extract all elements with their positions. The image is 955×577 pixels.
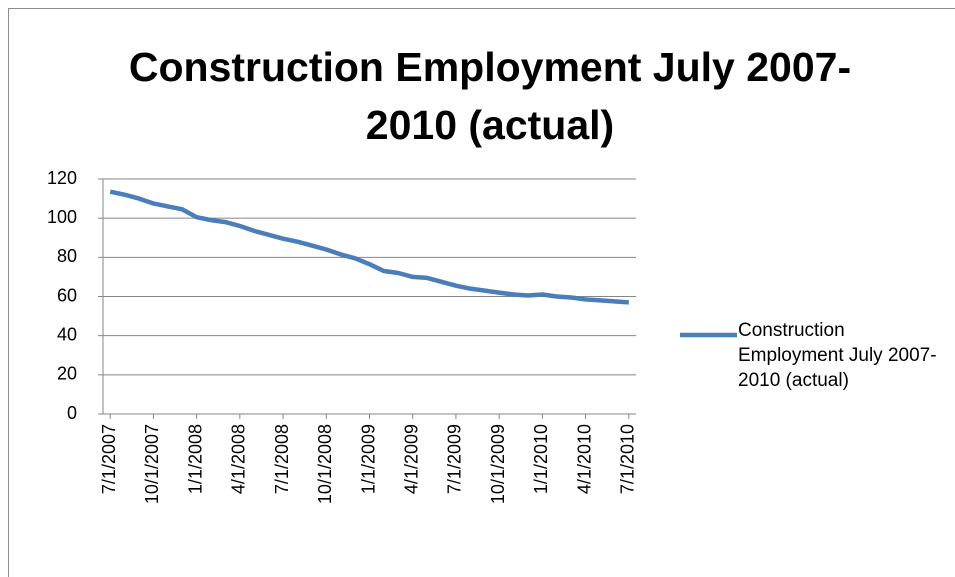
x-tick-label: 7/1/2009 [445,424,465,494]
x-tick-label: 10/1/2007 [142,424,162,504]
x-tick-label: 7/1/2010 [618,424,638,494]
chart-title: Construction Employment July 2007-2010 (… [128,44,852,148]
x-tick-label: 4/1/2008 [229,424,249,494]
data-line [109,189,629,305]
y-tick-label: 0 [67,403,77,423]
legend-label: Construction Employment July 2007-2010 (… [738,320,937,391]
y-tick-label: 60 [57,285,77,305]
y-tick-label: 100 [47,207,77,227]
y-tick-label: 120 [47,168,77,188]
x-tick-label: 4/1/2009 [401,424,421,494]
x-tick-label: 1/1/2010 [531,424,551,494]
x-tick-label: 4/1/2010 [574,424,594,494]
x-tick-label: 1/1/2009 [358,424,378,494]
x-tick-label: 10/1/2008 [315,424,335,504]
x-tick-label: 1/1/2008 [185,424,205,494]
y-tick-label: 80 [57,246,77,266]
x-tick-label: 10/1/2009 [488,424,508,504]
x-tick-label: 7/1/2007 [99,424,119,494]
y-tick-label: 20 [57,364,77,384]
y-tick-label: 40 [57,324,77,344]
x-tick-label: 7/1/2008 [272,424,292,494]
chart-border [8,8,955,577]
